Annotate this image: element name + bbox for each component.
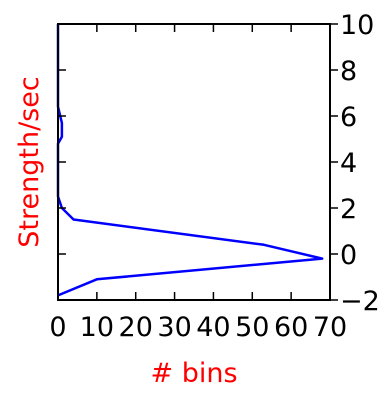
x-axis-label: # bins: [150, 358, 237, 388]
x-tick-label: 30: [157, 312, 191, 343]
plot-layer: [56, 24, 324, 297]
y-tick-label: 0: [340, 240, 357, 271]
y-tick-label: −2: [340, 286, 380, 317]
y-tick-label: 8: [340, 56, 357, 87]
y-tick-label: 4: [340, 148, 357, 179]
series-line-0: [56, 24, 324, 297]
x-tick-label: 0: [49, 312, 66, 343]
x-tick-label: 70: [313, 312, 347, 343]
x-tick-label: 60: [274, 312, 308, 343]
y-tick-label: 6: [340, 102, 357, 133]
y-tick-label: 2: [340, 194, 357, 225]
y-axis-label: Strength/sec: [14, 76, 45, 247]
y-tick-label: 10: [340, 10, 374, 41]
x-tick-label: 40: [196, 312, 230, 343]
x-tick-label: 50: [235, 312, 269, 343]
x-tick-label: 20: [119, 312, 153, 343]
plot-frame: [57, 23, 331, 301]
x-tick-label: 10: [80, 312, 114, 343]
